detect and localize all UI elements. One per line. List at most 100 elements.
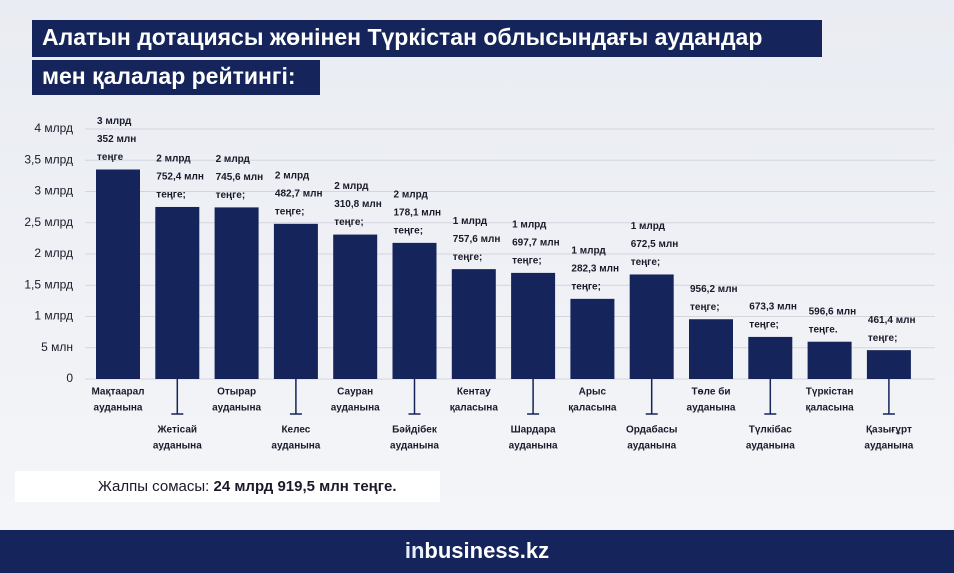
x-tick-label: Жетісай <box>157 425 198 436</box>
x-tick-label: Түркістан <box>806 387 854 398</box>
value-label: теңге; <box>394 226 424 237</box>
bar <box>866 350 911 379</box>
x-tick-label: ауданына <box>271 441 320 452</box>
value-label: теңге; <box>453 252 483 263</box>
brand-in: in <box>405 538 425 563</box>
value-label: 752,4 млн <box>156 172 204 183</box>
bar <box>155 206 200 379</box>
value-label: теңге; <box>749 320 779 331</box>
x-tick-label: ауданына <box>390 441 439 452</box>
y-tick-label: 2 млрд <box>34 246 73 260</box>
x-tick-label: ауданына <box>746 441 795 452</box>
bar <box>629 274 674 379</box>
total: Жалпы сомасы: 24 млрд 919,5 млн теңге. <box>98 478 397 495</box>
x-tick-label: ауданына <box>153 441 202 452</box>
bar <box>748 336 793 379</box>
bar <box>807 341 852 379</box>
y-tick-label: 1,5 млрд <box>24 277 73 291</box>
y-tick-label: 5 млн <box>41 340 73 354</box>
value-label: 352 млн <box>97 134 136 145</box>
value-label: 1 млрд <box>571 245 606 256</box>
x-tick-label: Қазығұрт <box>866 425 912 436</box>
x-tick-label: Арыс <box>579 387 607 398</box>
x-tick-label: қаласына <box>806 403 855 414</box>
value-label: теңге; <box>216 190 246 201</box>
value-label: теңге. <box>809 324 838 335</box>
chart-title: Алатын дотациясы жөнінен Түркістан облыс… <box>42 24 762 50</box>
x-tick-label: ауданына <box>212 403 261 414</box>
y-tick-label: 0 <box>66 371 73 385</box>
y-tick-label: 1 млрд <box>34 309 73 323</box>
brand: inbusiness.kz <box>405 538 549 563</box>
brand-rest: business.kz <box>424 538 549 563</box>
x-tick-label: ауданына <box>864 441 913 452</box>
bar <box>333 234 378 379</box>
x-tick-label: Түлкібас <box>749 424 793 436</box>
chart-title: мен қалалар рейтингі: <box>42 63 296 89</box>
bar <box>570 298 615 379</box>
x-tick-label: Бәйдібек <box>392 424 438 436</box>
x-tick-label: қаласына <box>450 403 499 414</box>
value-label: 461,4 млн <box>868 315 916 326</box>
value-label: 956,2 млн <box>690 284 738 295</box>
x-tick-label: Мақтаарал <box>91 387 144 398</box>
value-label: 697,7 млн <box>512 238 560 249</box>
bar <box>96 169 140 379</box>
x-tick-label: ауданына <box>331 403 380 414</box>
value-label: 1 млрд <box>631 221 666 232</box>
y-tick-label: 2,5 млрд <box>24 215 73 229</box>
value-label: 745,6 млн <box>216 172 264 183</box>
value-label: 2 млрд <box>394 190 429 201</box>
value-label: 2 млрд <box>334 181 369 192</box>
total-label: Жалпы сомасы: <box>98 478 209 495</box>
x-tick-label: ауданына <box>687 403 736 414</box>
value-label: теңге; <box>334 217 364 228</box>
x-tick-label: ауданына <box>94 403 143 414</box>
y-tick-label: 3,5 млрд <box>24 152 73 166</box>
value-label: теңге; <box>512 256 542 267</box>
y-tick-label: 3 млрд <box>34 184 73 198</box>
title-box <box>32 20 822 57</box>
bar <box>273 223 318 379</box>
value-label: 178,1 млн <box>394 208 442 219</box>
value-label: 757,6 млн <box>453 234 501 245</box>
value-label: 282,3 млн <box>571 263 619 274</box>
value-label: 2 млрд <box>275 170 310 181</box>
value-label: теңге; <box>690 302 720 313</box>
value-label: 673,3 млн <box>749 302 797 313</box>
value-label: 310,8 млн <box>334 199 382 210</box>
bar <box>392 242 437 379</box>
x-tick-label: Сауран <box>337 387 373 398</box>
total-box <box>15 471 440 502</box>
value-label: 596,6 млн <box>809 306 857 317</box>
x-tick-label: ауданына <box>627 441 676 452</box>
value-label: теңге <box>97 152 124 163</box>
x-tick-label: Келес <box>281 425 310 436</box>
value-label: 1 млрд <box>453 216 488 227</box>
bar <box>451 269 496 379</box>
x-tick-label: Ордабасы <box>626 424 677 436</box>
value-label: 672,5 млн <box>631 239 679 250</box>
y-tick-label: 4 млрд <box>34 121 73 135</box>
total-value: 24 млрд 919,5 млн теңге. <box>213 478 396 495</box>
footer-band <box>0 530 954 573</box>
value-label: теңге; <box>571 281 601 292</box>
x-tick-label: Отырар <box>217 387 256 398</box>
x-tick-label: Төле би <box>691 386 730 398</box>
value-label: теңге; <box>156 190 186 201</box>
value-label: 3 млрд <box>97 116 132 127</box>
bar <box>689 319 733 379</box>
bar <box>214 207 259 379</box>
bar <box>511 272 556 379</box>
x-tick-label: Шардара <box>511 425 556 436</box>
title-box <box>32 60 320 95</box>
value-label: теңге; <box>631 257 661 268</box>
value-label: теңге; <box>275 206 305 217</box>
x-tick-label: ауданына <box>509 441 558 452</box>
value-label: теңге; <box>868 333 898 344</box>
x-tick-label: қаласына <box>568 403 617 414</box>
value-label: 2 млрд <box>156 154 191 165</box>
x-tick-label: Кентау <box>457 387 491 398</box>
value-label: 2 млрд <box>216 154 251 165</box>
